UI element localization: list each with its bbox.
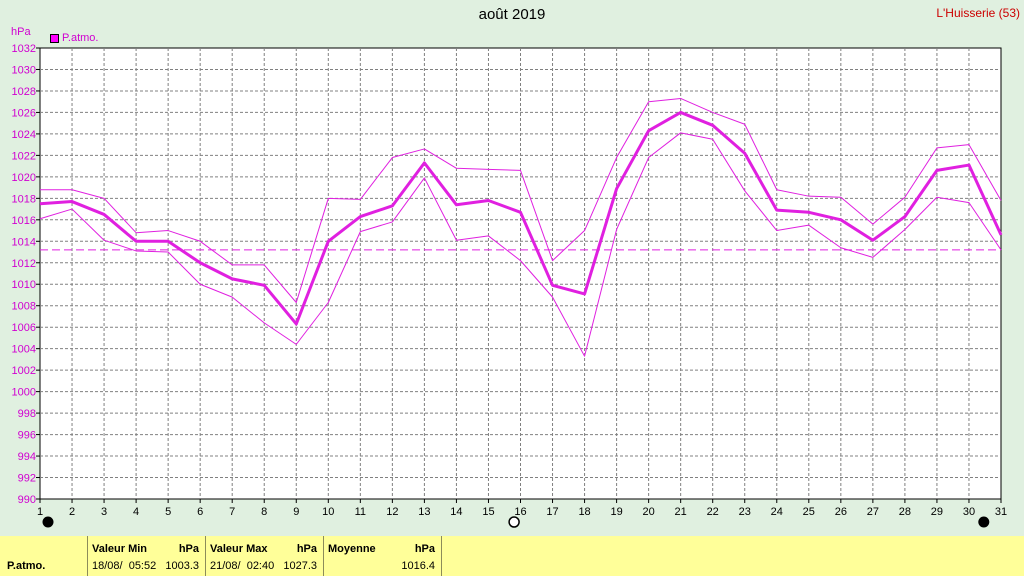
- y-tick-label: 1006: [12, 322, 36, 334]
- stats-avg-cell: Moyenne hPa 1016.4: [324, 536, 442, 576]
- y-tick-label: 1028: [12, 86, 36, 98]
- stats-min-cell: Valeur Min hPa 18/08/ 05:52 1003.3: [88, 536, 206, 576]
- x-tick-label: 19: [610, 506, 622, 518]
- y-tick-label: 1014: [12, 236, 36, 248]
- stats-avg-unit: hPa: [414, 543, 435, 555]
- x-tick-label: 29: [931, 506, 943, 518]
- moon-phases: [42, 516, 990, 528]
- y-tick-label: 992: [18, 473, 36, 485]
- y-tick-label: 998: [18, 408, 36, 420]
- stats-min-header: Valeur Min: [92, 543, 148, 555]
- stats-empty-cell: [442, 536, 1024, 576]
- stats-max-header: Valeur Max: [210, 543, 268, 555]
- stats-max-unit: hPa: [296, 543, 317, 555]
- y-tick-label: 994: [18, 451, 36, 463]
- x-tick-label: 9: [293, 506, 299, 518]
- stats-panel: P.atmo. Valeur Min hPa 18/08/ 05:52 1003…: [0, 536, 1024, 576]
- x-tick-label: 27: [867, 506, 879, 518]
- x-tick-label: 31: [995, 506, 1007, 518]
- y-tick-label: 990: [18, 494, 36, 506]
- x-tick-label: 30: [963, 506, 975, 518]
- x-tick-label: 4: [133, 506, 139, 518]
- x-tick-label: 23: [739, 506, 751, 518]
- x-tick-label: 1: [37, 506, 43, 518]
- x-tick-label: 16: [514, 506, 526, 518]
- y-tick-label: 1018: [12, 193, 36, 205]
- stats-avg-value: 1016.4: [401, 560, 435, 572]
- x-tick-label: 12: [386, 506, 398, 518]
- x-tick-label: 17: [546, 506, 558, 518]
- y-tick-label: 1026: [12, 107, 36, 119]
- series-line-min: [39, 132, 1002, 357]
- x-tick-label: 20: [643, 506, 655, 518]
- stats-max-value: 1027.3: [283, 560, 317, 572]
- x-tick-label: 10: [322, 506, 334, 518]
- y-tick-label: 996: [18, 430, 36, 442]
- x-tick-label: 22: [707, 506, 719, 518]
- stats-max-cell: Valeur Max hPa 21/08/ 02:40 1027.3: [206, 536, 324, 576]
- new-moon-icon: [42, 516, 54, 528]
- y-tick-label: 1030: [12, 64, 36, 76]
- stats-min-date: 18/08/ 05:52: [92, 560, 157, 572]
- y-tick-label: 1032: [12, 43, 36, 55]
- full-moon-icon: [508, 516, 520, 528]
- stats-max-date: 21/08/ 02:40: [210, 560, 275, 572]
- stats-avg-header: Moyenne: [328, 543, 376, 555]
- new-moon-icon: [978, 516, 990, 528]
- y-tick-label: 1016: [12, 215, 36, 227]
- x-tick-label: 7: [229, 506, 235, 518]
- y-tick-label: 1012: [12, 258, 36, 270]
- y-tick-label: 1002: [12, 365, 36, 377]
- x-tick-label: 21: [675, 506, 687, 518]
- stats-min-unit: hPa: [178, 543, 199, 555]
- y-tick-label: 1010: [12, 279, 36, 291]
- x-tick-label: 26: [835, 506, 847, 518]
- pressure-chart: 9909929949969981000100210041006100810101…: [12, 43, 1007, 528]
- y-tick-label: 1024: [12, 129, 36, 141]
- y-tick-label: 1000: [12, 387, 36, 399]
- legend-swatch: [50, 33, 59, 43]
- y-tick-label: 1004: [12, 344, 36, 356]
- series-line-max: [40, 97, 1002, 303]
- series-lines: [39, 97, 1003, 357]
- x-tick-label: 3: [101, 506, 107, 518]
- x-tick-label: 25: [803, 506, 815, 518]
- x-tick-label: 15: [482, 506, 494, 518]
- legend-label: P.atmo.: [62, 32, 99, 44]
- x-tick-label: 18: [578, 506, 590, 518]
- stats-min-value: 1003.3: [165, 560, 199, 572]
- x-tick-label: 13: [418, 506, 430, 518]
- legend: P.atmo.: [50, 32, 99, 44]
- y-tick-label: 1022: [12, 150, 36, 162]
- stats-row-label: P.atmo.: [7, 560, 46, 572]
- x-tick-label: 11: [355, 506, 366, 518]
- station-location: L'Huisserie (53): [936, 6, 1020, 20]
- y-tick-label: 1020: [12, 172, 36, 184]
- stats-row-label-cell: P.atmo.: [0, 536, 88, 576]
- x-tick-label: 24: [771, 506, 783, 518]
- x-tick-label: 14: [450, 506, 462, 518]
- x-tick-label: 6: [197, 506, 203, 518]
- x-tick-label: 2: [69, 506, 75, 518]
- x-axis: 1 2 3 4 5 6 7 8 9 10 11 12 13 14 15 16 17 18 19 20 21 22 23 24 2…: [37, 499, 1007, 518]
- x-tick-label: 8: [261, 506, 267, 518]
- chart-title: août 2019: [478, 6, 546, 23]
- x-tick-label: 5: [165, 506, 171, 518]
- y-axis: 990 992 994 996 998 1000 1002 1004 1006 1008 1010 1…: [12, 43, 40, 506]
- x-tick-label: 28: [899, 506, 911, 518]
- y-tick-label: 1008: [12, 301, 36, 313]
- y-axis-unit: hPa: [11, 26, 31, 38]
- series-line-mean: [39, 110, 1003, 326]
